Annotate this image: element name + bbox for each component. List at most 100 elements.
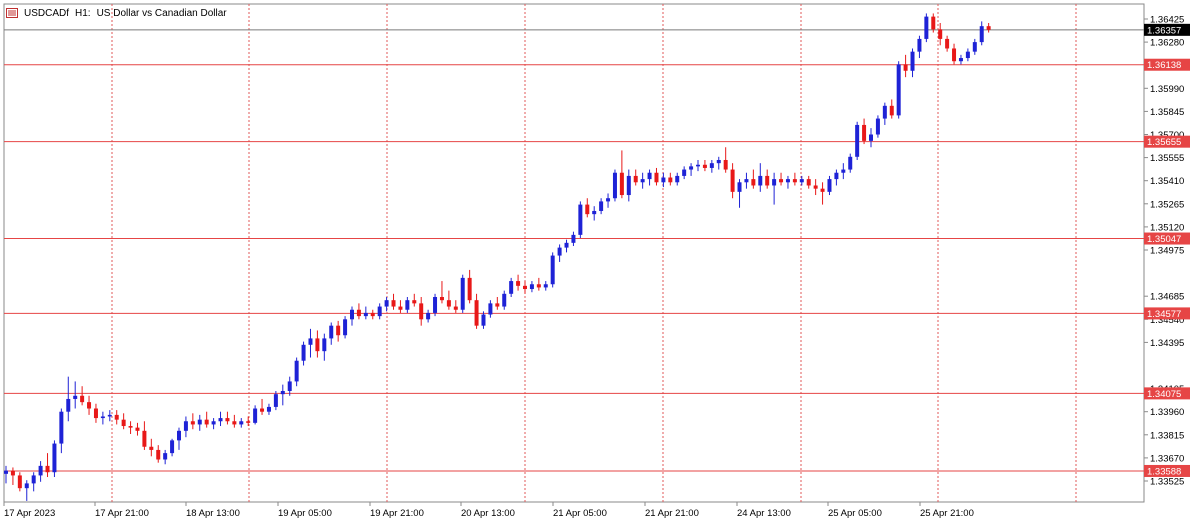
candle-body xyxy=(66,398,71,412)
candle-body xyxy=(564,242,569,248)
candle-body xyxy=(806,179,811,186)
candle-body xyxy=(896,64,901,116)
candle-body xyxy=(730,169,735,192)
candle-body xyxy=(737,182,742,192)
candle-body xyxy=(211,421,216,425)
level-tag xyxy=(1144,232,1190,245)
candle-body xyxy=(163,453,168,460)
candle-body xyxy=(38,465,43,476)
chart-menu-icon[interactable] xyxy=(6,8,18,18)
candle-body xyxy=(239,421,244,425)
candle-body xyxy=(356,309,361,317)
candle-body xyxy=(958,58,963,62)
candle-body xyxy=(813,185,818,189)
candle-body xyxy=(412,300,417,304)
candle-body xyxy=(419,303,424,320)
level-tag-label: 1.35655 xyxy=(1147,137,1181,148)
y-tick-label: 1.35700 xyxy=(1150,130,1184,141)
level-tag xyxy=(1144,307,1190,320)
candle-body xyxy=(10,470,15,476)
chart-title-bar: USDCADf H1: US Dollar vs Canadian Dollar xyxy=(6,6,227,20)
candle-body xyxy=(301,344,306,361)
candle-body xyxy=(834,172,839,180)
candle-body xyxy=(571,234,576,243)
candle-body xyxy=(785,179,790,183)
candle-body xyxy=(52,443,57,473)
y-tick-label: 1.35265 xyxy=(1150,199,1184,210)
x-tick-label: 18 Apr 13:00 xyxy=(186,508,240,519)
candle-body xyxy=(862,124,867,141)
candle-body xyxy=(979,26,984,43)
candle-body xyxy=(232,421,237,425)
current-price-tag xyxy=(1144,23,1190,36)
candle-body xyxy=(633,175,638,183)
candle-body xyxy=(474,300,479,326)
candle-body xyxy=(619,172,624,196)
y-tick-label: 1.33670 xyxy=(1150,453,1184,464)
candle-body xyxy=(647,172,652,180)
y-tick-label: 1.34975 xyxy=(1150,246,1184,257)
candle-body xyxy=(640,179,645,183)
y-tick-label: 1.33525 xyxy=(1150,477,1184,488)
candle-body xyxy=(377,306,382,317)
plot-frame xyxy=(3,3,1145,503)
candle-body xyxy=(197,419,202,425)
candle-body xyxy=(391,300,396,307)
candle-body xyxy=(696,164,700,167)
candle-body xyxy=(675,175,680,183)
x-tick-label: 24 Apr 13:00 xyxy=(737,508,791,519)
x-tick-label: 21 Apr 21:00 xyxy=(645,508,699,519)
candle-body xyxy=(121,419,126,427)
level-tag-label: 1.34075 xyxy=(1147,389,1181,400)
candle-body xyxy=(799,179,804,183)
candle-body xyxy=(107,414,112,417)
candle-body xyxy=(488,303,493,315)
candle-body xyxy=(606,198,611,202)
candle-body xyxy=(73,395,78,399)
candle-body xyxy=(446,300,451,307)
candle-body xyxy=(827,179,832,192)
candle-body xyxy=(529,284,534,290)
candle-body xyxy=(433,296,438,313)
candle-body xyxy=(889,105,894,116)
candle-body xyxy=(294,360,299,382)
candle-body xyxy=(273,394,278,407)
candle-body xyxy=(875,118,880,135)
candle-body xyxy=(986,26,991,30)
candle-body xyxy=(502,293,507,307)
candle-body xyxy=(938,29,943,39)
candle-body xyxy=(945,38,950,49)
candle-body xyxy=(758,175,763,186)
candle-body xyxy=(509,281,514,294)
x-tick-label: 17 Apr 2023 xyxy=(4,508,55,519)
candle-body xyxy=(751,179,756,186)
candle-body xyxy=(917,38,922,52)
candle-body xyxy=(772,179,777,186)
candle-body xyxy=(599,201,604,211)
candle-body xyxy=(626,175,631,196)
candles-group xyxy=(4,13,991,501)
candle-body xyxy=(882,105,887,119)
candle-body xyxy=(779,179,784,183)
candle-body xyxy=(59,411,64,444)
symbol-label: USDCADf xyxy=(24,7,70,19)
candle-body xyxy=(218,418,223,422)
candle-body xyxy=(661,177,666,183)
candle-body xyxy=(543,284,548,288)
candle-body xyxy=(363,312,368,317)
candle-body xyxy=(585,204,590,215)
candle-body xyxy=(536,284,541,288)
candle-body xyxy=(689,166,694,170)
y-tick-label: 1.33815 xyxy=(1150,430,1184,441)
candle-body xyxy=(709,163,714,168)
x-tick-label: 19 Apr 21:00 xyxy=(370,508,424,519)
y-tick-label: 1.35555 xyxy=(1150,153,1184,164)
x-tick-label: 21 Apr 05:00 xyxy=(553,508,607,519)
candle-body xyxy=(439,296,444,301)
candle-body xyxy=(135,427,140,431)
candle-body xyxy=(972,42,977,52)
candle-body xyxy=(453,306,458,310)
x-tick-label: 25 Apr 05:00 xyxy=(828,508,882,519)
